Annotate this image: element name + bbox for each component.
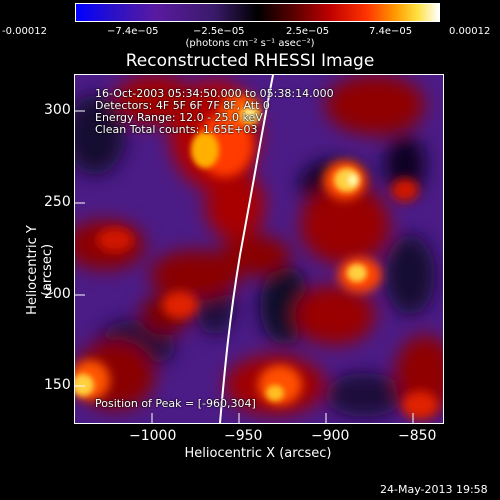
x-tick-label: −1000 — [129, 428, 176, 444]
colorbar — [75, 3, 440, 22]
date-stamp: 24-May-2013 19:58 — [380, 483, 488, 496]
image-title: Reconstructed RHESSI Image — [0, 51, 500, 71]
info-clean-counts: Clean Total counts: 1.65E+03 — [95, 124, 258, 136]
y-tick-label: 150 — [44, 377, 71, 393]
x-tick-label: −950 — [224, 428, 262, 444]
x-axis-title: Heliocentric X (arcsec) — [74, 446, 442, 461]
x-tick-label: −850 — [398, 428, 436, 444]
colorbar-tick-label: 0.00012 — [449, 26, 490, 38]
colorbar-units-label: (photons cm⁻² s⁻¹ asec⁻²) — [0, 38, 500, 50]
colorbar-tick-label: −2.5e−05 — [193, 26, 245, 38]
colorbar-tick-label: -0.00012 — [2, 26, 47, 38]
x-tick-label: −900 — [311, 428, 349, 444]
info-peak-position: Position of Peak = [-960,304] — [95, 398, 256, 410]
y-axis-title: Heliocentric Y (arcsec) — [25, 200, 55, 340]
y-tick-label: 300 — [44, 102, 71, 118]
colorbar-tick-label: −7.4e−05 — [107, 26, 159, 38]
colorbar-tick-label: 2.5e−05 — [286, 26, 329, 38]
colorbar-tick-label: 7.4e−05 — [369, 26, 412, 38]
